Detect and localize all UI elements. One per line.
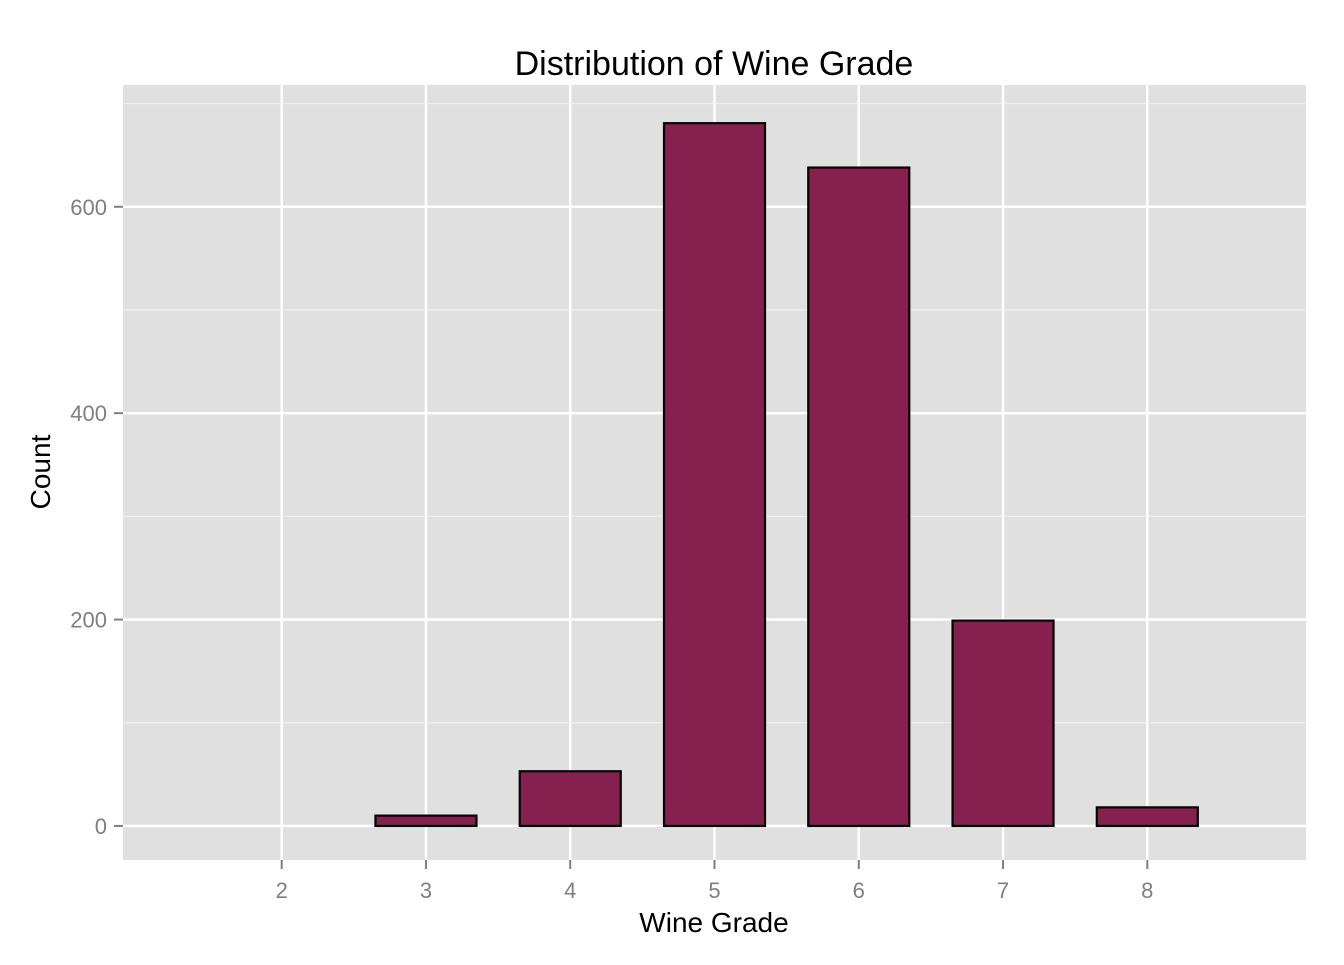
x-tick-label-5: 5 <box>708 878 720 903</box>
x-axis-title: Wine Grade <box>639 907 788 938</box>
x-tick-label-4: 4 <box>564 878 576 903</box>
x-tick-label-6: 6 <box>853 878 865 903</box>
x-tick-label-8: 8 <box>1141 878 1153 903</box>
bar-grade-4 <box>518 770 622 828</box>
bar-grade-6 <box>807 166 911 828</box>
y-axis-title: Count <box>25 434 56 509</box>
x-tick-label-7: 7 <box>997 878 1009 903</box>
x-axis: 2 3 4 5 6 7 8 <box>276 860 1153 903</box>
bar-grade-3 <box>374 814 478 828</box>
y-tick-label-600: 600 <box>70 195 107 220</box>
bars <box>374 122 1199 828</box>
x-tick-label-2: 2 <box>276 878 288 903</box>
x-tick-label-3: 3 <box>420 878 432 903</box>
bar-grade-5 <box>662 122 767 828</box>
bar-grade-7 <box>951 619 1055 828</box>
y-tick-label-400: 400 <box>70 401 107 426</box>
y-axis: 0 200 400 600 <box>70 195 123 839</box>
chart-title: Distribution of Wine Grade <box>515 45 914 83</box>
bar-grade-8 <box>1095 806 1199 828</box>
grid-lines <box>123 85 1306 860</box>
y-tick-label-0: 0 <box>95 814 107 839</box>
y-tick-label-200: 200 <box>70 608 107 633</box>
